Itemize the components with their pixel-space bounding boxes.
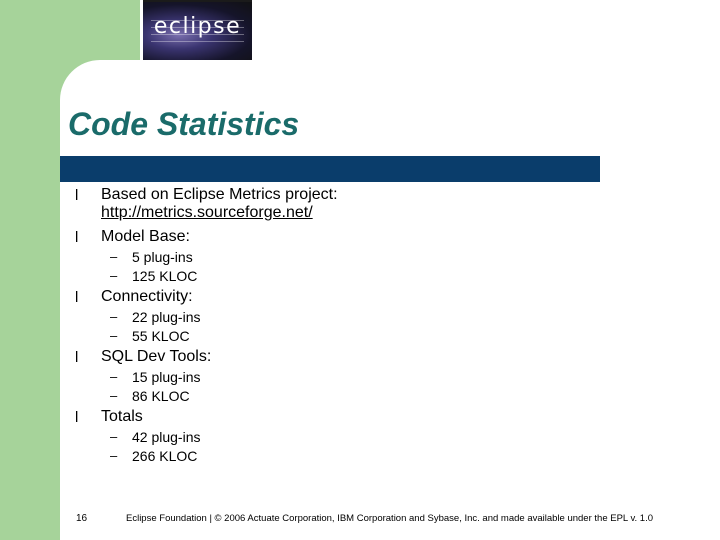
bullet-text: Model Base: [101,228,190,245]
sub-bullet-marker: – [110,268,118,283]
logo-stripe [151,34,244,35]
bullet-marker: l [75,289,79,306]
bullet-text: SQL Dev Tools: [101,348,212,365]
logo-glow [143,2,252,60]
bullet-text: Based on Eclipse Metrics project: [101,186,338,203]
bullet-marker: l [75,409,79,426]
sub-bullet-marker: – [110,309,118,324]
bullet-text: Connectivity: [101,288,193,305]
sub-bullet-text: 125 KLOC [132,268,198,284]
sub-bullet-text: 42 plug-ins [132,429,201,445]
sub-bullet-marker: – [110,249,118,264]
metrics-project-link[interactable]: http://metrics.sourceforge.net/ [101,204,313,221]
bullet-marker: l [75,187,79,204]
logo-stripe [151,41,244,42]
sub-bullet-text: 5 plug-ins [132,249,193,265]
logo-stripe [151,27,244,28]
bullet-text: Totals [101,408,143,425]
bullet-marker: l [75,349,79,366]
sub-bullet-text: 266 KLOC [132,448,198,464]
title-underline-bar [60,156,600,182]
content-panel [60,60,720,540]
logo-text: eclipse [153,14,242,39]
eclipse-logo: eclipse [143,0,252,60]
sub-bullet-marker: – [110,328,118,343]
sub-bullet-text: 55 KLOC [132,328,190,344]
slide-number: 16 [76,513,88,524]
sub-bullet-marker: – [110,369,118,384]
footer-text: Eclipse Foundation | © 2006 Actuate Corp… [126,513,654,524]
sub-bullet-text: 15 plug-ins [132,369,201,385]
sub-bullet-text: 86 KLOC [132,388,190,404]
logo-stripe [151,20,244,21]
bullet-marker: l [75,229,79,246]
sub-bullet-marker: – [110,448,118,463]
sub-bullet-marker: – [110,388,118,403]
slide-title: Code Statistics [68,106,300,142]
sub-bullet-text: 22 plug-ins [132,309,201,325]
sub-bullet-marker: – [110,429,118,444]
